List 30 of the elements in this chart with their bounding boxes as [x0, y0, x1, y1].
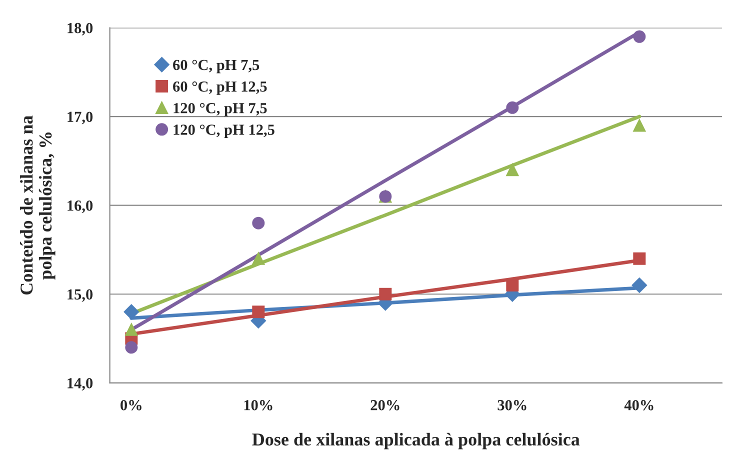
y-tick-label: 18,0	[68, 22, 93, 36]
point	[252, 252, 265, 265]
legend-label: 120 °C, pH 12,5	[174, 124, 274, 138]
point	[506, 101, 519, 114]
x-tick-label: 10%	[244, 400, 272, 410]
y-tick-label: 15,0	[68, 289, 93, 302]
y-tick-label: 14,0	[68, 378, 93, 391]
y-axis-title: Conteúdo de xilanas na polpa celulósica, %	[20, 116, 56, 295]
point	[379, 288, 392, 300]
point	[633, 252, 646, 265]
point	[125, 323, 138, 336]
point	[252, 216, 265, 230]
x-tick-label: 0%	[120, 400, 142, 410]
point	[633, 119, 646, 132]
point	[124, 304, 139, 320]
x-tick-label: 40%	[624, 400, 654, 410]
legend-label: 60 °C, pH 12,5	[173, 81, 267, 95]
y-tick-label: 17,0	[68, 112, 93, 124]
point	[506, 164, 519, 176]
legend-label: 60 °C, pH 7,5	[173, 60, 260, 74]
point	[506, 278, 519, 292]
x-tick-label: 20%	[370, 400, 400, 410]
x-axis-title: Dose de xilanas aplicada à polpa celulósica	[252, 432, 580, 450]
x-tick-label: 30%	[498, 400, 526, 410]
point	[125, 341, 138, 354]
point	[633, 30, 646, 43]
legend-label: 120 °C, pH 7,5	[174, 102, 267, 116]
point	[632, 278, 647, 293]
y-tick-label: 16,0	[68, 200, 93, 214]
point	[252, 306, 265, 318]
